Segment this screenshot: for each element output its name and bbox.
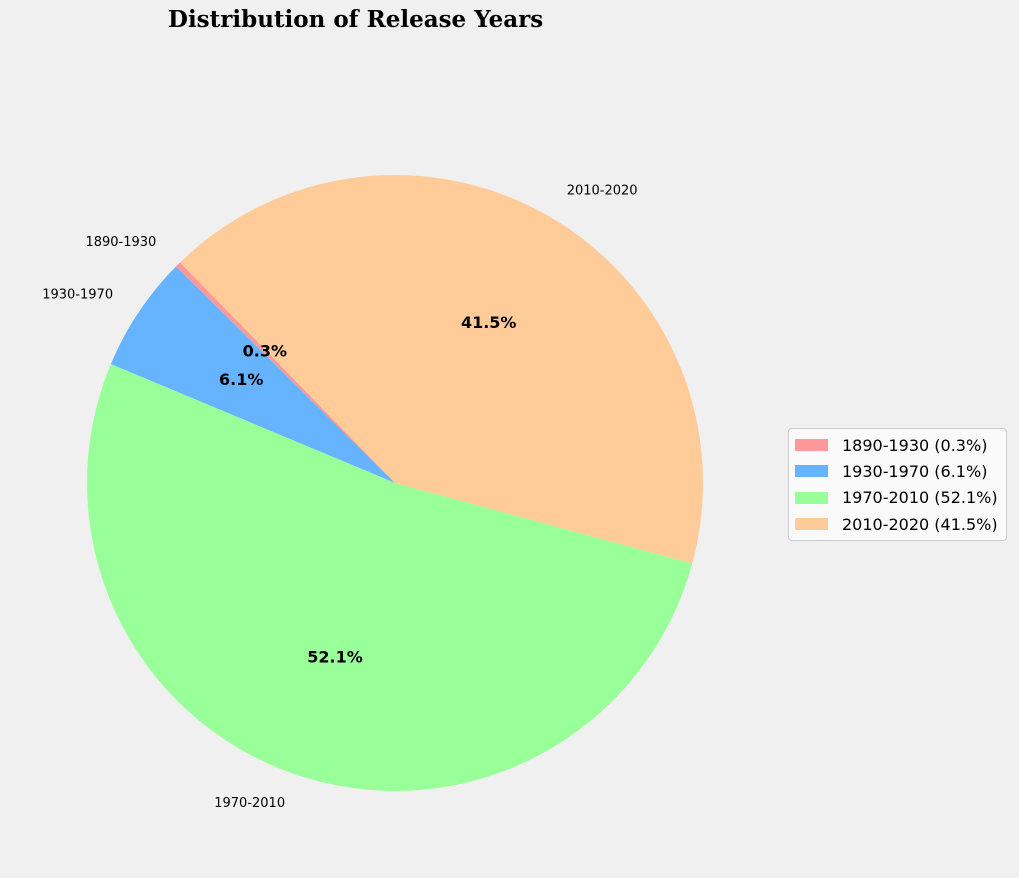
slice-percent-label: 6.1%: [219, 370, 263, 389]
legend-item: 2010-2020 (41.5%): [795, 511, 1001, 537]
legend-swatch: [795, 491, 828, 504]
legend-swatch: [795, 518, 828, 531]
slice-label: 1970-2010: [214, 796, 285, 811]
legend-label: 1890-1930 (0.3%): [842, 435, 988, 455]
legend-label: 2010-2020 (41.5%): [842, 514, 998, 534]
pie-slice-2010-2020: [180, 174, 704, 564]
legend-item: 1890-1930 (0.3%): [795, 432, 1001, 458]
legend-item: 1930-1970 (6.1%): [795, 458, 1001, 484]
legend-swatch: [795, 465, 828, 478]
legend-label: 1930-1970 (6.1%): [842, 461, 988, 481]
legend-item: 1970-2010 (52.1%): [795, 485, 1001, 511]
legend-swatch: [795, 439, 828, 452]
pie-slice-1970-2010: [87, 364, 693, 791]
chart-title: Distribution of Release Years: [168, 6, 544, 33]
legend-label: 1970-2010 (52.1%): [842, 488, 998, 508]
slice-percent-label: 52.1%: [307, 647, 363, 666]
pie-slice-1930-1970: [110, 266, 395, 483]
slice-percent-label: 0.3%: [243, 341, 287, 360]
legend: 1890-1930 (0.3%) 1930-1970 (6.1%) 1970-2…: [788, 428, 1007, 542]
slice-label: 1930-1970: [42, 288, 113, 303]
slice-percent-label: 41.5%: [461, 313, 517, 332]
slice-label: 1890-1930: [85, 235, 156, 250]
slice-label: 2010-2020: [567, 183, 638, 198]
pie-slice-1890-1930: [175, 262, 395, 483]
